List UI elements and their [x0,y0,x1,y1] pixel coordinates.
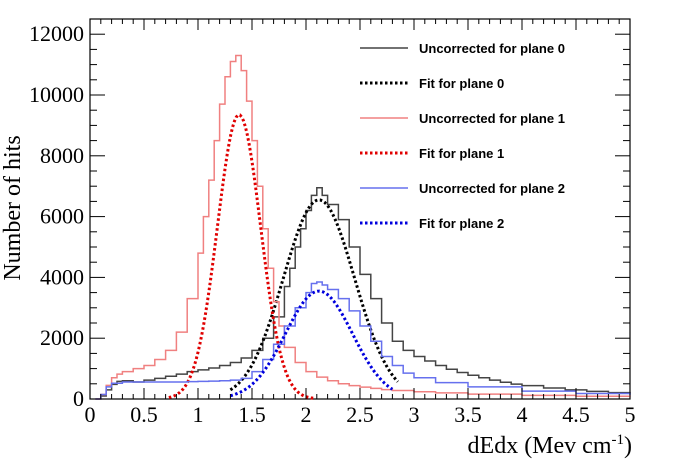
x-tick-label-7: 3.5 [454,402,482,427]
legend-label-3: Fit for plane 1 [419,146,504,161]
x-tick-label-0: 0 [85,402,96,427]
x-axis-title: dEdx (Mev cm-1) [468,432,632,459]
legend: Uncorrected for plane 0 Fit for plane 0 Un… [360,41,565,231]
legend-label-5: Fit for plane 2 [419,216,504,231]
x-tick-label-10: 5 [625,402,636,427]
x-tick-label-4: 2 [301,402,312,427]
series-line-4 [95,281,631,400]
y-axis-title: Number of hits [0,135,26,280]
x-tick-label-5: 2.5 [346,402,374,427]
y-tick-label-0: 0 [73,386,84,411]
legend-label-2: Uncorrected for plane 1 [419,111,565,126]
legend-label-1: Fit for plane 0 [419,76,504,91]
x-axis-title-text: dEdx (Mev cm [468,433,612,459]
y-tick-label-6: 12000 [29,21,84,46]
x-tick-label-3: 1.5 [238,402,266,427]
x-tick-label-1: 0.5 [130,402,158,427]
axes-layer: 0 0.5 1 1.5 2 2.5 3 3.5 4 4.5 5 0 2000 4000 6000 8000 10… [29,19,636,427]
x-tick-label-2: 1 [193,402,204,427]
series-line-0 [95,186,631,400]
x-tick-label-9: 4.5 [562,402,590,427]
x-axis-title-close: ) [624,433,632,459]
plot-frame [89,18,631,400]
x-axis-title-exponent: -1 [612,432,625,448]
x-tick-label-8: 4 [517,402,528,427]
series-layer [95,54,631,400]
x-tick-label-6: 3 [409,402,420,427]
y-tick-label-2: 4000 [40,264,84,289]
series-line-2 [95,54,631,400]
legend-label-0: Uncorrected for plane 0 [419,41,565,56]
legend-label-4: Uncorrected for plane 2 [419,181,565,196]
fit-curve-5 [230,289,394,398]
y-tick-label-5: 10000 [29,82,84,107]
y-tick-label-3: 6000 [40,204,84,229]
y-tick-label-1: 2000 [40,325,84,350]
y-tick-label-4: 8000 [40,143,84,168]
